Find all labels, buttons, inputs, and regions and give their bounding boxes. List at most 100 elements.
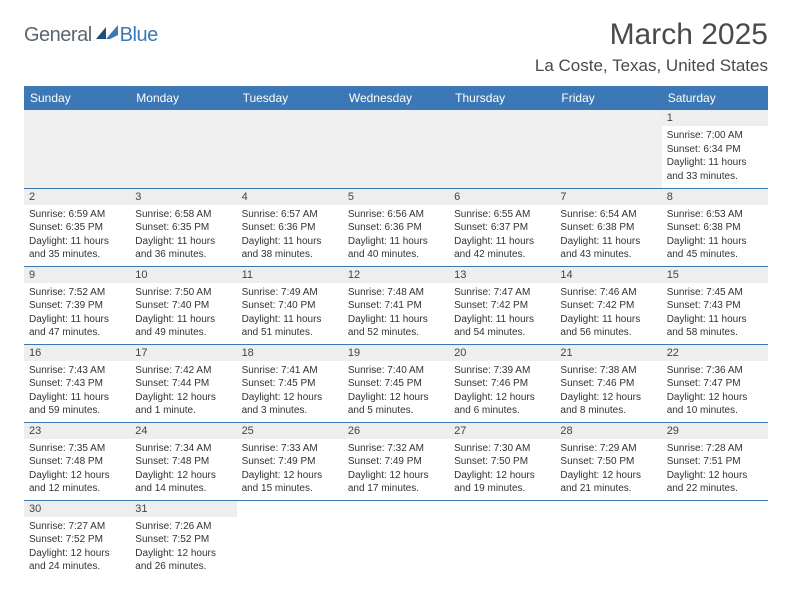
sunrise-text: Sunrise: 7:46 AM bbox=[560, 286, 656, 300]
day-number: 8 bbox=[662, 189, 768, 205]
day-cell: 7Sunrise: 6:54 AMSunset: 6:38 PMDaylight… bbox=[555, 188, 661, 266]
day-cell bbox=[555, 500, 661, 578]
day-body: Sunrise: 7:26 AMSunset: 7:52 PMDaylight:… bbox=[130, 517, 236, 578]
daylight-line2: and 6 minutes. bbox=[454, 404, 550, 418]
sunrise-text: Sunrise: 7:42 AM bbox=[135, 364, 231, 378]
day-number: 18 bbox=[237, 345, 343, 361]
sunrise-text: Sunrise: 7:29 AM bbox=[560, 442, 656, 456]
calendar-body: 1Sunrise: 7:00 AMSunset: 6:34 PMDaylight… bbox=[24, 110, 768, 578]
sunset-text: Sunset: 7:44 PM bbox=[135, 377, 231, 391]
daylight-line2: and 35 minutes. bbox=[29, 248, 125, 262]
day-cell: 31Sunrise: 7:26 AMSunset: 7:52 PMDayligh… bbox=[130, 500, 236, 578]
sunrise-text: Sunrise: 6:58 AM bbox=[135, 208, 231, 222]
day-number: 23 bbox=[24, 423, 130, 439]
sunset-text: Sunset: 7:40 PM bbox=[135, 299, 231, 313]
day-number: 19 bbox=[343, 345, 449, 361]
day-number: 14 bbox=[555, 267, 661, 283]
header: General Blue March 2025 La Coste, Texas,… bbox=[24, 18, 768, 76]
sunrise-text: Sunrise: 7:47 AM bbox=[454, 286, 550, 300]
daylight-line1: Daylight: 11 hours bbox=[29, 391, 125, 405]
day-cell: 25Sunrise: 7:33 AMSunset: 7:49 PMDayligh… bbox=[237, 422, 343, 500]
sunset-text: Sunset: 6:36 PM bbox=[348, 221, 444, 235]
sunset-text: Sunset: 6:35 PM bbox=[29, 221, 125, 235]
sunset-text: Sunset: 6:35 PM bbox=[135, 221, 231, 235]
day-body: Sunrise: 7:40 AMSunset: 7:45 PMDaylight:… bbox=[343, 361, 449, 422]
sunrise-text: Sunrise: 7:49 AM bbox=[242, 286, 338, 300]
day-number: 28 bbox=[555, 423, 661, 439]
sunset-text: Sunset: 7:49 PM bbox=[242, 455, 338, 469]
sunrise-text: Sunrise: 7:36 AM bbox=[667, 364, 763, 378]
day-cell: 3Sunrise: 6:58 AMSunset: 6:35 PMDaylight… bbox=[130, 188, 236, 266]
daylight-line1: Daylight: 12 hours bbox=[348, 391, 444, 405]
day-body: Sunrise: 6:56 AMSunset: 6:36 PMDaylight:… bbox=[343, 205, 449, 266]
week-row: 30Sunrise: 7:27 AMSunset: 7:52 PMDayligh… bbox=[24, 500, 768, 578]
daylight-line2: and 22 minutes. bbox=[667, 482, 763, 496]
day-body: Sunrise: 6:58 AMSunset: 6:35 PMDaylight:… bbox=[130, 205, 236, 266]
daylight-line2: and 43 minutes. bbox=[560, 248, 656, 262]
col-friday: Friday bbox=[555, 86, 661, 110]
daylight-line1: Daylight: 11 hours bbox=[560, 235, 656, 249]
sunset-text: Sunset: 7:50 PM bbox=[560, 455, 656, 469]
day-body: Sunrise: 7:43 AMSunset: 7:43 PMDaylight:… bbox=[24, 361, 130, 422]
daylight-line1: Daylight: 12 hours bbox=[242, 391, 338, 405]
daylight-line2: and 26 minutes. bbox=[135, 560, 231, 574]
day-body: Sunrise: 7:47 AMSunset: 7:42 PMDaylight:… bbox=[449, 283, 555, 344]
day-cell: 26Sunrise: 7:32 AMSunset: 7:49 PMDayligh… bbox=[343, 422, 449, 500]
day-body: Sunrise: 7:39 AMSunset: 7:46 PMDaylight:… bbox=[449, 361, 555, 422]
day-number: 15 bbox=[662, 267, 768, 283]
daylight-line2: and 1 minute. bbox=[135, 404, 231, 418]
day-body: Sunrise: 7:52 AMSunset: 7:39 PMDaylight:… bbox=[24, 283, 130, 344]
day-cell: 11Sunrise: 7:49 AMSunset: 7:40 PMDayligh… bbox=[237, 266, 343, 344]
daylight-line1: Daylight: 12 hours bbox=[560, 469, 656, 483]
logo-text-blue: Blue bbox=[120, 24, 158, 47]
day-cell bbox=[343, 500, 449, 578]
day-body: Sunrise: 7:49 AMSunset: 7:40 PMDaylight:… bbox=[237, 283, 343, 344]
day-cell: 12Sunrise: 7:48 AMSunset: 7:41 PMDayligh… bbox=[343, 266, 449, 344]
day-cell: 22Sunrise: 7:36 AMSunset: 7:47 PMDayligh… bbox=[662, 344, 768, 422]
sunset-text: Sunset: 6:34 PM bbox=[667, 143, 763, 157]
daylight-line2: and 3 minutes. bbox=[242, 404, 338, 418]
day-number: 2 bbox=[24, 189, 130, 205]
daylight-line2: and 15 minutes. bbox=[242, 482, 338, 496]
day-number: 20 bbox=[449, 345, 555, 361]
sunrise-text: Sunrise: 7:52 AM bbox=[29, 286, 125, 300]
daylight-line1: Daylight: 12 hours bbox=[135, 469, 231, 483]
sunset-text: Sunset: 7:49 PM bbox=[348, 455, 444, 469]
day-body: Sunrise: 7:00 AMSunset: 6:34 PMDaylight:… bbox=[662, 126, 768, 187]
daylight-line1: Daylight: 12 hours bbox=[242, 469, 338, 483]
daylight-line1: Daylight: 11 hours bbox=[348, 235, 444, 249]
day-cell: 30Sunrise: 7:27 AMSunset: 7:52 PMDayligh… bbox=[24, 500, 130, 578]
week-row: 23Sunrise: 7:35 AMSunset: 7:48 PMDayligh… bbox=[24, 422, 768, 500]
sunrise-text: Sunrise: 7:43 AM bbox=[29, 364, 125, 378]
daylight-line1: Daylight: 12 hours bbox=[348, 469, 444, 483]
day-cell bbox=[555, 110, 661, 188]
sunrise-text: Sunrise: 6:54 AM bbox=[560, 208, 656, 222]
sunrise-text: Sunrise: 7:41 AM bbox=[242, 364, 338, 378]
day-cell bbox=[237, 110, 343, 188]
daylight-line1: Daylight: 11 hours bbox=[348, 313, 444, 327]
day-number: 9 bbox=[24, 267, 130, 283]
day-number: 11 bbox=[237, 267, 343, 283]
col-tuesday: Tuesday bbox=[237, 86, 343, 110]
sunset-text: Sunset: 7:48 PM bbox=[135, 455, 231, 469]
sunrise-text: Sunrise: 6:56 AM bbox=[348, 208, 444, 222]
day-number: 27 bbox=[449, 423, 555, 439]
day-cell: 1Sunrise: 7:00 AMSunset: 6:34 PMDaylight… bbox=[662, 110, 768, 188]
day-number: 30 bbox=[24, 501, 130, 517]
day-body: Sunrise: 7:29 AMSunset: 7:50 PMDaylight:… bbox=[555, 439, 661, 500]
daylight-line1: Daylight: 12 hours bbox=[454, 469, 550, 483]
logo-flag-icon bbox=[96, 25, 118, 41]
day-number: 29 bbox=[662, 423, 768, 439]
day-cell bbox=[24, 110, 130, 188]
day-cell: 21Sunrise: 7:38 AMSunset: 7:46 PMDayligh… bbox=[555, 344, 661, 422]
day-body: Sunrise: 7:41 AMSunset: 7:45 PMDaylight:… bbox=[237, 361, 343, 422]
day-number: 22 bbox=[662, 345, 768, 361]
sunset-text: Sunset: 7:48 PM bbox=[29, 455, 125, 469]
daylight-line1: Daylight: 12 hours bbox=[29, 547, 125, 561]
day-cell: 6Sunrise: 6:55 AMSunset: 6:37 PMDaylight… bbox=[449, 188, 555, 266]
sunrise-text: Sunrise: 7:39 AM bbox=[454, 364, 550, 378]
day-body: Sunrise: 6:54 AMSunset: 6:38 PMDaylight:… bbox=[555, 205, 661, 266]
daylight-line1: Daylight: 12 hours bbox=[135, 547, 231, 561]
daylight-line1: Daylight: 11 hours bbox=[29, 235, 125, 249]
day-cell: 15Sunrise: 7:45 AMSunset: 7:43 PMDayligh… bbox=[662, 266, 768, 344]
